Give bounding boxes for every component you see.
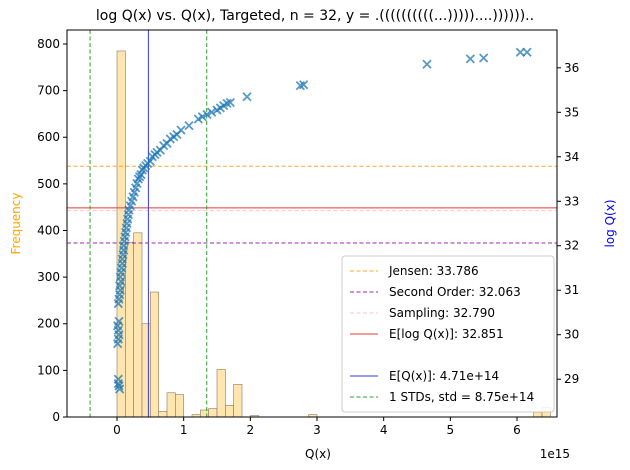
x-axis-offset-label: 1e15 <box>540 447 570 461</box>
legend-label-0: Jensen: 33.786 <box>388 264 479 278</box>
y-left-tick-label-7: 700 <box>37 84 60 98</box>
x-tick-label-4: 4 <box>380 423 388 437</box>
histogram-bar-9 <box>200 409 209 417</box>
scatter-point-3 <box>113 374 123 384</box>
y-left-tick-label-5: 500 <box>37 177 60 191</box>
y-right-tick-label-3: 32 <box>564 239 579 253</box>
histogram-bar-4 <box>150 291 159 417</box>
y-right-tick-label-0: 29 <box>564 372 579 386</box>
y-right-tick-label-5: 34 <box>564 150 579 164</box>
histogram-bar-6 <box>166 392 176 417</box>
y-right-tick-label-1: 30 <box>564 328 579 342</box>
scatter-point-71 <box>479 53 489 63</box>
histogram-bar-12 <box>225 405 234 417</box>
legend-label-5: E[Q(x)]: 4.71e+14 <box>389 369 499 383</box>
scatter-point-2 <box>115 384 125 394</box>
x-tick-label-1: 1 <box>180 423 188 437</box>
scatter-point-66 <box>242 92 252 102</box>
x-axis-label: Q(x) <box>305 447 331 461</box>
histogram-bar-10 <box>208 408 218 417</box>
x-tick-label-0: 0 <box>113 423 121 437</box>
right-y-axis-label: log Q(x) <box>603 199 617 247</box>
legend-label-1: Second Order: 32.063 <box>389 285 521 299</box>
scatter-point-68 <box>299 80 309 90</box>
legend-label-2: Sampling: 32.790 <box>389 306 495 320</box>
histogram-bar-13 <box>233 384 243 417</box>
scatter-point-65 <box>225 97 235 108</box>
x-tick-label-3: 3 <box>313 423 321 437</box>
y-left-tick-label-3: 300 <box>37 270 60 284</box>
scatter-point-9 <box>114 316 124 326</box>
legend-box <box>341 255 555 413</box>
scatter-point-70 <box>465 54 475 64</box>
y-right-tick-label-4: 33 <box>564 194 579 208</box>
y-left-tick-label-2: 200 <box>37 317 60 331</box>
histogram-bar-7 <box>175 394 184 417</box>
plot-frame <box>66 29 558 418</box>
y-right-tick-label-2: 31 <box>564 283 579 297</box>
legend: Jensen: 33.786 Second Order: 32.063 Sampli… <box>341 255 555 413</box>
x-tick-label-2: 2 <box>247 423 255 437</box>
scatter-point-58 <box>197 112 207 122</box>
scatter-point-60 <box>207 107 217 117</box>
legend-label-3: E[log Q(x)]: 32.851 <box>389 327 504 341</box>
histogram-bar-11 <box>216 369 226 417</box>
x-tick-label-6: 6 <box>513 423 521 437</box>
y-left-tick-label-1: 100 <box>37 363 60 377</box>
histogram-bar-16 <box>533 412 543 417</box>
left-y-axis-label: Frequency <box>9 193 23 255</box>
scatter-point-69 <box>422 59 432 69</box>
scatter-point-73 <box>522 47 532 57</box>
scatter-point-59 <box>202 109 212 120</box>
y-right-tick-label-7: 36 <box>564 61 579 75</box>
y-left-tick-label-0: 0 <box>52 410 60 424</box>
histogram-bar-1 <box>125 241 134 417</box>
histogram-bar-2 <box>133 232 143 417</box>
scatter-point-72 <box>515 47 525 57</box>
legend-label-6: 1 STDs, std = 8.75e+14 <box>389 390 534 404</box>
histogram-bar-3 <box>141 323 151 417</box>
scatter-point-56 <box>184 121 194 131</box>
y-left-tick-label-6: 600 <box>37 130 60 144</box>
scatter-point-55 <box>176 125 186 135</box>
y-left-tick-label-8: 800 <box>37 37 60 51</box>
y-right-tick-label-6: 35 <box>564 105 579 119</box>
chart-title: log Q(x) vs. Q(x), Targeted, n = 32, y =… <box>96 8 534 24</box>
x-tick-label-5: 5 <box>447 423 455 437</box>
y-left-tick-label-4: 400 <box>37 223 60 237</box>
histogram-bar-5 <box>158 411 168 417</box>
